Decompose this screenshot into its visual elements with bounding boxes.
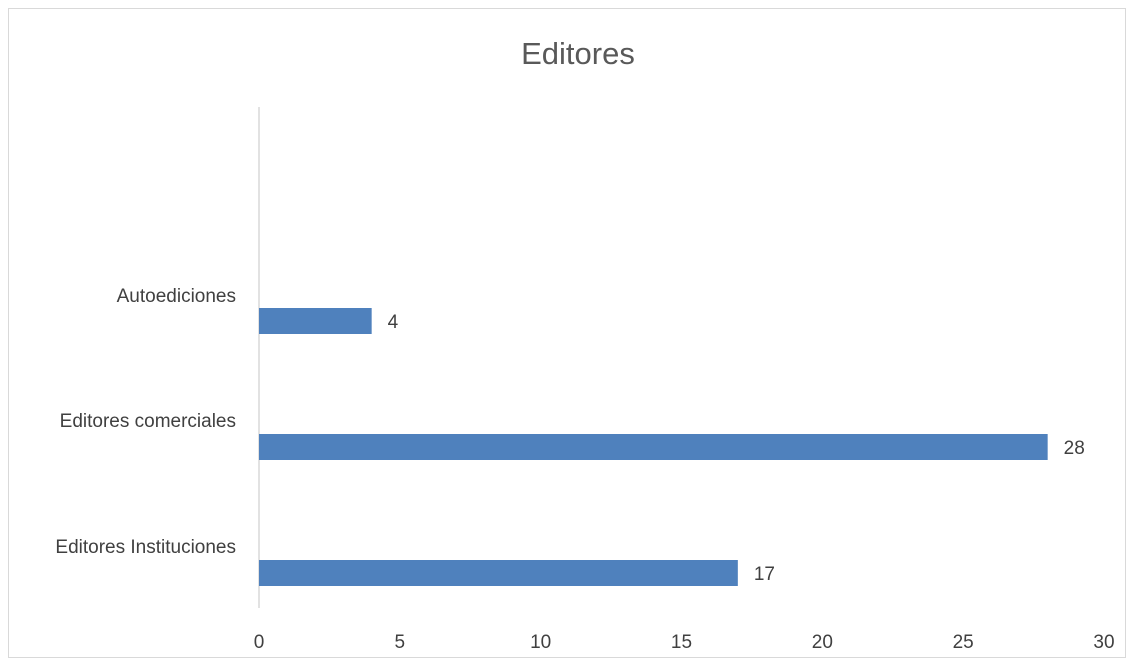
x-tick-label: 25 — [953, 632, 974, 653]
bar — [259, 560, 738, 586]
ticks-layer: 0 5 10 15 20 25 30 — [254, 632, 1115, 653]
category-label: Autoediciones — [117, 286, 236, 307]
x-tick-label: 30 — [1093, 632, 1114, 653]
x-tick-label: 0 — [254, 632, 265, 653]
x-tick-label: 15 — [671, 632, 692, 653]
bars-layer: Autoediciones 4 Editores comerciales 28 Edit… — [55, 286, 1085, 586]
data-label: 4 — [388, 312, 399, 333]
category-label: Editores comerciales — [60, 411, 236, 432]
x-tick-label: 10 — [530, 632, 551, 653]
bar — [259, 434, 1048, 460]
data-label: 28 — [1064, 438, 1085, 459]
category-label: Editores Instituciones — [55, 537, 236, 558]
data-label: 17 — [754, 564, 775, 585]
chart-frame — [8, 8, 1126, 658]
bar — [259, 308, 372, 334]
chart-title: Editores — [521, 36, 635, 71]
x-tick-label: 5 — [395, 632, 406, 653]
x-tick-label: 20 — [812, 632, 833, 653]
